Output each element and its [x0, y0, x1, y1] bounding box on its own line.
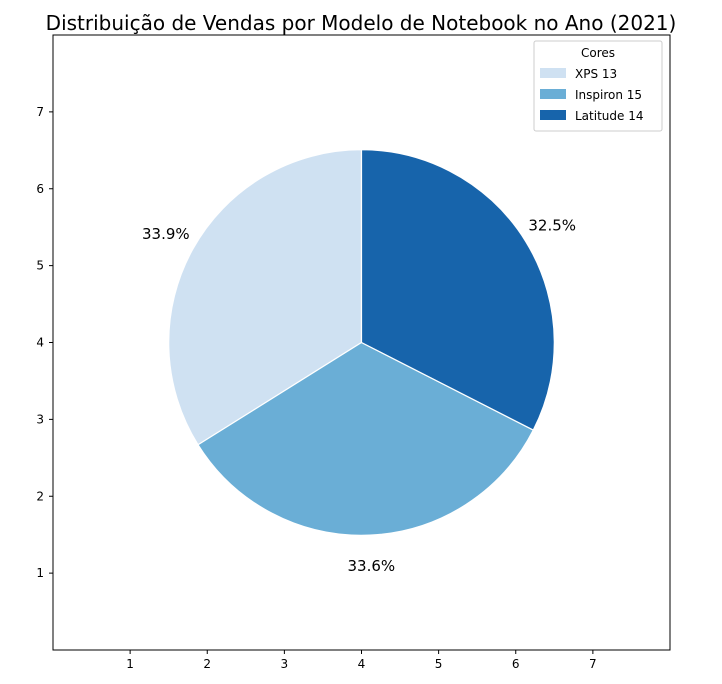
- pie-slice-xps-13: [168, 149, 363, 446]
- y-tick-label: 1: [36, 566, 44, 580]
- x-tick-label: 6: [512, 657, 520, 671]
- y-tick-label: 3: [36, 412, 44, 426]
- pie-slice-inspiron-15: [197, 341, 535, 536]
- pie-slices: [168, 149, 555, 536]
- legend-label: Latitude 14: [575, 109, 643, 123]
- slice-percentage-label: 33.6%: [348, 557, 396, 575]
- y-tick-label: 5: [36, 259, 44, 273]
- legend: Cores XPS 13 Inspiron 15 Latitude 14: [533, 40, 663, 132]
- legend-swatch: [540, 110, 566, 120]
- legend-swatch: [540, 89, 566, 99]
- x-tick-label: 5: [435, 657, 443, 671]
- legend-title: Cores: [581, 46, 615, 60]
- x-tick-label: 4: [358, 657, 366, 671]
- y-tick-label: 6: [36, 182, 44, 196]
- y-tick-label: 2: [36, 489, 44, 503]
- x-tick-label: 2: [203, 657, 211, 671]
- pie-slice-latitude-14: [360, 149, 555, 431]
- x-tick-label: 1: [126, 657, 134, 671]
- legend-swatch: [540, 68, 566, 78]
- slice-percentage-label: 32.5%: [528, 217, 576, 235]
- percentage-labels: 33.9% 33.6% 32.5%: [142, 217, 576, 575]
- x-tick-label: 3: [281, 657, 289, 671]
- chart-title: Distribuição de Vendas por Modelo de Not…: [46, 11, 677, 35]
- legend-entries: XPS 13 Inspiron 15 Latitude 14: [540, 67, 643, 123]
- slice-percentage-label: 33.9%: [142, 225, 190, 243]
- x-tick-label: 7: [589, 657, 597, 671]
- y-axis-ticks: 1 2 3 4 5 6 7: [36, 105, 53, 580]
- y-tick-label: 4: [36, 336, 44, 350]
- legend-box: [533, 40, 663, 132]
- legend-label: Inspiron 15: [575, 88, 642, 102]
- x-axis-ticks: 1 2 3 4 5 6 7: [126, 650, 597, 671]
- y-tick-label: 7: [36, 105, 44, 119]
- legend-label: XPS 13: [575, 67, 617, 81]
